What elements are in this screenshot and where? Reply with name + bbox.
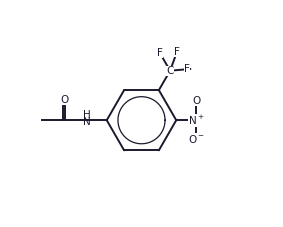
Text: N$^+$: N$^+$ (188, 114, 205, 127)
Text: C: C (166, 66, 174, 76)
Text: O$^-$: O$^-$ (188, 133, 205, 145)
Text: F: F (184, 64, 190, 74)
Text: N: N (83, 117, 91, 128)
Text: H: H (83, 110, 91, 120)
Text: F: F (157, 48, 163, 58)
Text: O: O (192, 96, 201, 106)
Text: F: F (174, 47, 180, 57)
Text: O: O (60, 95, 68, 105)
